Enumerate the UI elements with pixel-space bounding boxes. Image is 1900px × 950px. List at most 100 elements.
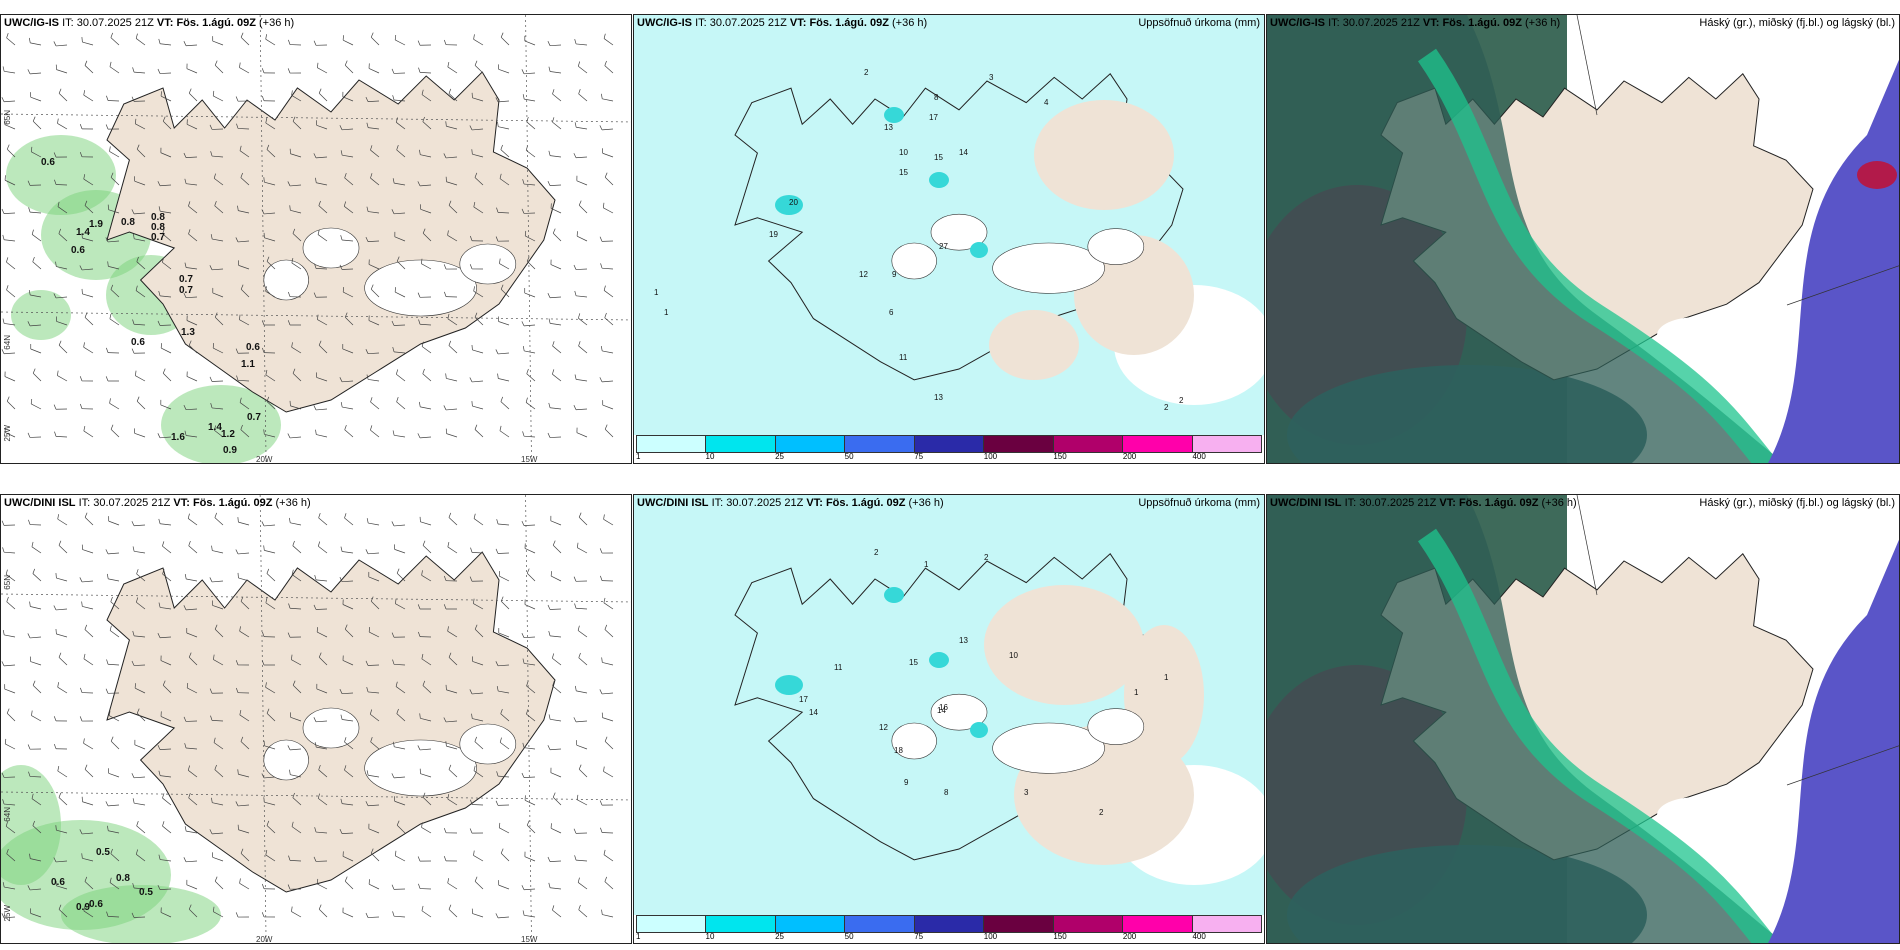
wind-barb-flag (162, 821, 165, 827)
wind-barb-flag (136, 821, 139, 826)
wind-barb-flag (396, 568, 400, 574)
wind-barb-flag (105, 549, 109, 555)
wind-barb-flag (524, 230, 527, 236)
wind-barb (213, 742, 224, 750)
wind-barb-flag (158, 770, 161, 776)
wind-barb (109, 715, 120, 722)
wind-barb (394, 915, 406, 918)
wind-barb (57, 686, 68, 694)
wind-barb (84, 205, 94, 214)
wind-barb (576, 408, 588, 411)
wind-barb-flag (287, 181, 291, 187)
vt-value: Fös. 1.ágú. 09Z (1458, 497, 1539, 509)
wind-barb-flag (27, 321, 31, 326)
precip-value-label: 1 (654, 288, 659, 297)
precip-value-label: 12 (879, 723, 888, 732)
wind-barb (370, 714, 380, 722)
wind-value-label: 1.4 (208, 422, 222, 433)
heavy-precip-cell (929, 172, 949, 188)
wind-barb (396, 149, 406, 158)
wind-barb-flag (344, 876, 348, 882)
wind-barb-flag (132, 630, 135, 636)
wind-barb-flag (210, 403, 213, 409)
wind-barb (396, 260, 406, 270)
wind-barb-flag (261, 521, 265, 527)
wind-barb (108, 552, 120, 555)
wind-barb (186, 267, 198, 270)
wind-barb (420, 773, 432, 778)
wind-barb (602, 717, 614, 722)
wind-barb-flag (603, 514, 605, 520)
wind-barb-flag (6, 285, 9, 291)
wind-barb-flag (392, 346, 395, 352)
wind-barb (318, 345, 328, 354)
wind-barb (368, 883, 380, 890)
wind-barb-flag (131, 348, 135, 354)
wind-barb-flag (548, 402, 551, 408)
wind-barb (4, 803, 16, 806)
wind-barb-flag (6, 848, 9, 854)
lead-time: (+36 h) (1524, 17, 1561, 29)
wind-barb (394, 746, 406, 750)
wind-barb (318, 798, 328, 806)
wind-barb (316, 156, 328, 159)
wind-barb-flag (214, 200, 217, 206)
wind-barb (265, 374, 276, 382)
precip-value-label: 3 (989, 73, 994, 82)
wind-barb-flag (421, 570, 423, 576)
wind-barb-flag (445, 373, 447, 379)
vt-label: VT: (1422, 17, 1440, 29)
clear-patch (1657, 797, 1737, 833)
wind-barb (57, 123, 68, 130)
wind-barb-flag (344, 765, 347, 771)
wind-barb-flag (188, 540, 191, 546)
wind-barb (603, 207, 614, 214)
wind-barb (603, 854, 614, 862)
wind-barb (136, 601, 146, 610)
precip-shading (161, 385, 281, 463)
wind-map: 0.61.91.40.80.60.80.80.70.70.70.61.30.61… (1, 15, 631, 463)
wind-barb (500, 149, 510, 158)
wind-barb-flag (2, 547, 5, 553)
wind-barb (4, 688, 16, 694)
heavy-precip-cell (970, 242, 988, 258)
wind-barb (107, 915, 120, 918)
wind-barb (162, 120, 172, 130)
wind-barb-flag (552, 369, 555, 375)
wind-barb (240, 289, 250, 298)
border-line (1576, 15, 1598, 116)
wind-barb-flag (471, 713, 473, 719)
wind-barb-flag (548, 630, 551, 636)
wind-barb-flag (236, 123, 239, 129)
wind-barb (30, 42, 42, 46)
wind-barb-flag (132, 798, 135, 804)
cloud-title: Háský (gr.), miðský (fj.bl.) og lágský (… (1699, 17, 1895, 29)
wind-barb-flag (81, 233, 83, 239)
wind-barb (160, 716, 172, 722)
wind-barb-flag (265, 597, 268, 603)
wind-barb (4, 664, 16, 667)
graticule-lat (1, 113, 631, 123)
wind-barb (447, 630, 458, 638)
wind-barb (473, 603, 484, 610)
wind-barb (368, 828, 380, 834)
wind-barb-flag (578, 200, 582, 206)
panel-title: UWC/DINI ISL IT: 30.07.2025 21Z VT: Fös.… (1270, 497, 1577, 509)
colorbar-tick-label: 10 (705, 932, 715, 941)
wind-barb (159, 324, 172, 326)
wind-barb-flag (318, 340, 322, 346)
wind-barb (524, 350, 536, 354)
wind-barb-flag (183, 857, 187, 862)
wind-barb (394, 99, 406, 102)
wind-barb-flag (291, 821, 294, 827)
wind-barb (84, 769, 94, 778)
wind-barb-flag (79, 403, 83, 409)
wind-barb-flag (474, 736, 477, 742)
wind-barb (550, 407, 562, 410)
wind-barb (550, 71, 562, 74)
precip-value-label: 9 (904, 778, 909, 787)
low-cloud-east (1768, 539, 1899, 943)
wind-barb (472, 380, 484, 383)
border-line (1786, 265, 1899, 306)
wind-barb (211, 720, 224, 722)
